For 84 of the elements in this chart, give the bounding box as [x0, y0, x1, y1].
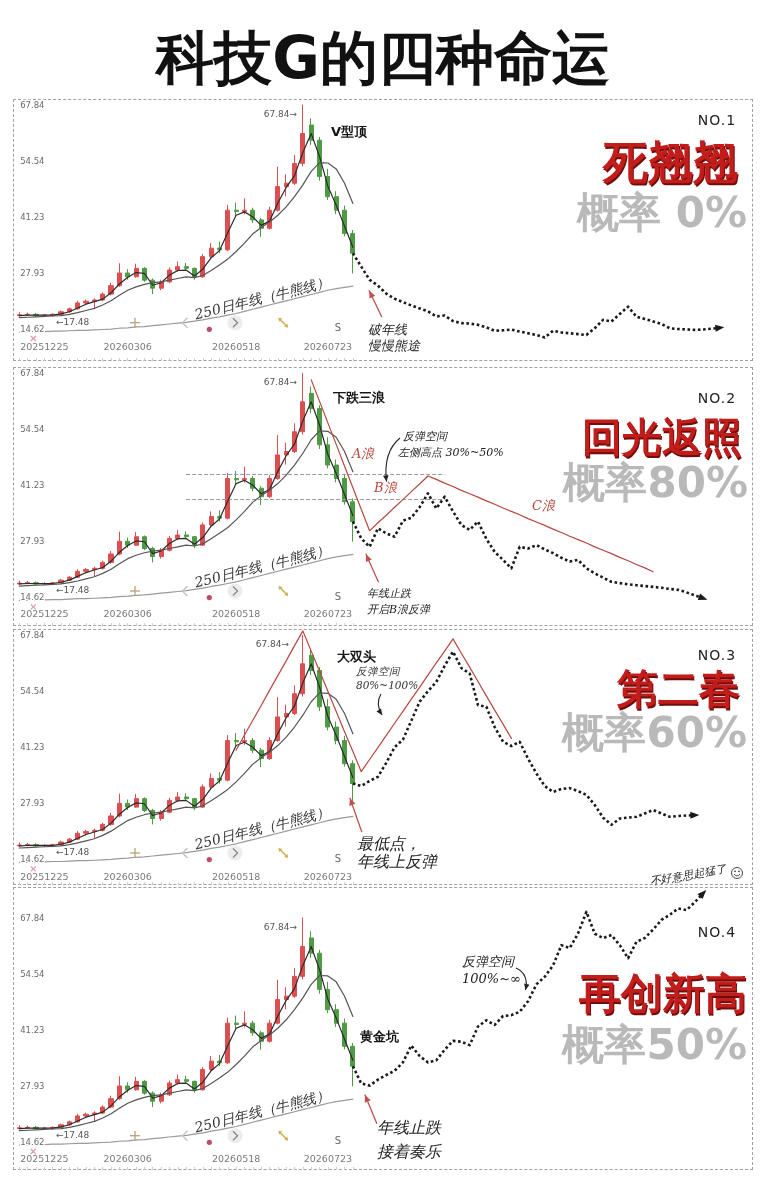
annotation: 67.84→	[263, 377, 297, 388]
annotation: 下跌三浪	[333, 389, 385, 406]
annotation: S	[334, 1135, 342, 1148]
annotation: 反弹空间	[356, 664, 400, 678]
annotation: 67.84→	[255, 639, 289, 650]
annotation: 反弹空间	[403, 429, 447, 444]
x-tick-label: 20260518	[211, 870, 261, 882]
annotation: 80%~100%	[356, 678, 419, 692]
annotation: 250日年线（牛熊线）	[192, 1086, 332, 1136]
x-tick-label: 20251225	[20, 608, 69, 620]
y-tick-label: 14.62	[20, 323, 45, 334]
annotation: 黄金坑	[360, 1028, 399, 1045]
x-tick-label: 20260306	[103, 608, 152, 620]
annotation: 开启B浪反弹	[367, 602, 431, 617]
annotation: 再创新高	[579, 968, 747, 1019]
annotation: 67.84→	[263, 921, 297, 933]
annotation: NO.4	[697, 923, 737, 941]
x-tick-label: 20260723	[303, 870, 353, 882]
x-tick-label: 20260723	[303, 608, 353, 620]
y-tick-label: 41.23	[20, 742, 45, 753]
annotation: ←17.48	[56, 846, 90, 858]
annotation: 最低点，	[357, 833, 421, 853]
y-tick-label: 14.62	[20, 854, 45, 865]
y-tick-label: 54.54	[20, 424, 45, 435]
annotation: 慢慢熊途	[368, 337, 420, 354]
annotation: 接着奏乐	[377, 1141, 441, 1162]
x-tick-label: 20251225	[20, 1153, 69, 1165]
y-tick-label: 27.93	[20, 1080, 45, 1091]
annotation: 概率50%	[562, 1019, 747, 1070]
x-tick-label: 20260518	[211, 608, 261, 620]
annotation: V型顶	[331, 123, 368, 140]
x-tick-label: 20260306	[103, 340, 152, 352]
annotation: 左侧高点 30%~50%	[398, 445, 504, 460]
annotation: 破年线	[368, 321, 407, 338]
annotation: 250日年线（牛熊线）	[192, 803, 332, 853]
y-tick-label: 14.62	[20, 592, 45, 603]
annotation: 年线止跌	[377, 1117, 441, 1138]
x-tick-label: 20260723	[303, 1153, 353, 1165]
annotation: 100%~∞	[462, 970, 521, 987]
y-tick-label: 14.62	[20, 1136, 45, 1147]
annotation: C浪	[532, 497, 555, 514]
annotation: 年线上反弹	[357, 851, 437, 872]
x-tick-label: 20260518	[211, 340, 261, 352]
annotation: 年线止跌	[367, 586, 411, 601]
annotation: ←17.48	[56, 584, 90, 596]
annotation: 死翘翘	[603, 136, 738, 190]
y-tick-label: 27.93	[20, 267, 45, 278]
annotation: NO.2	[697, 389, 737, 407]
annotation: 大双头	[337, 648, 376, 665]
annotation: 250日年线（牛熊线）	[192, 541, 332, 591]
chart-title: 科技G的四种命运	[154, 24, 610, 92]
y-tick-label: 27.93	[20, 536, 45, 547]
annotation: 不好意思起猛了	[648, 862, 728, 889]
x-tick-label: 20260306	[103, 870, 152, 882]
y-tick-label: 27.93	[20, 798, 45, 809]
y-tick-label: 67.84	[20, 367, 45, 378]
annotation: B浪	[374, 479, 397, 496]
annotation: 250日年线（牛熊线）	[192, 273, 332, 323]
x-tick-label: 20260306	[103, 1153, 152, 1165]
x-tick-label: 20260723	[303, 340, 353, 352]
y-tick-label: 41.23	[20, 211, 45, 222]
annotation: 概率 0%	[577, 187, 747, 238]
annotation: S	[334, 322, 342, 334]
annotation: ←17.48	[56, 1129, 90, 1140]
annotation: S	[334, 590, 342, 603]
y-tick-label: 67.84	[20, 99, 45, 110]
annotation: 反弹空间	[462, 953, 514, 970]
annotation: NO.3	[697, 646, 737, 664]
y-tick-label: 54.54	[20, 686, 45, 697]
annotation: 回光返照	[582, 414, 742, 460]
annotation: 67.84→	[263, 108, 297, 120]
annotation: NO.1	[697, 111, 737, 129]
y-tick-label: 67.84	[20, 912, 45, 923]
y-tick-label: 54.54	[20, 155, 45, 166]
x-tick-label: 20260518	[211, 1153, 261, 1165]
y-tick-label: 54.54	[20, 968, 45, 979]
annotation: A浪	[352, 445, 375, 462]
annotation: S	[334, 852, 342, 865]
x-tick-label: 20251225	[20, 340, 69, 352]
y-tick-label: 41.23	[20, 480, 45, 491]
y-tick-label: 67.84	[20, 629, 45, 640]
x-tick-label: 20251225	[20, 870, 69, 882]
annotation: ←17.48	[56, 316, 90, 327]
y-tick-label: 41.23	[20, 1024, 45, 1035]
